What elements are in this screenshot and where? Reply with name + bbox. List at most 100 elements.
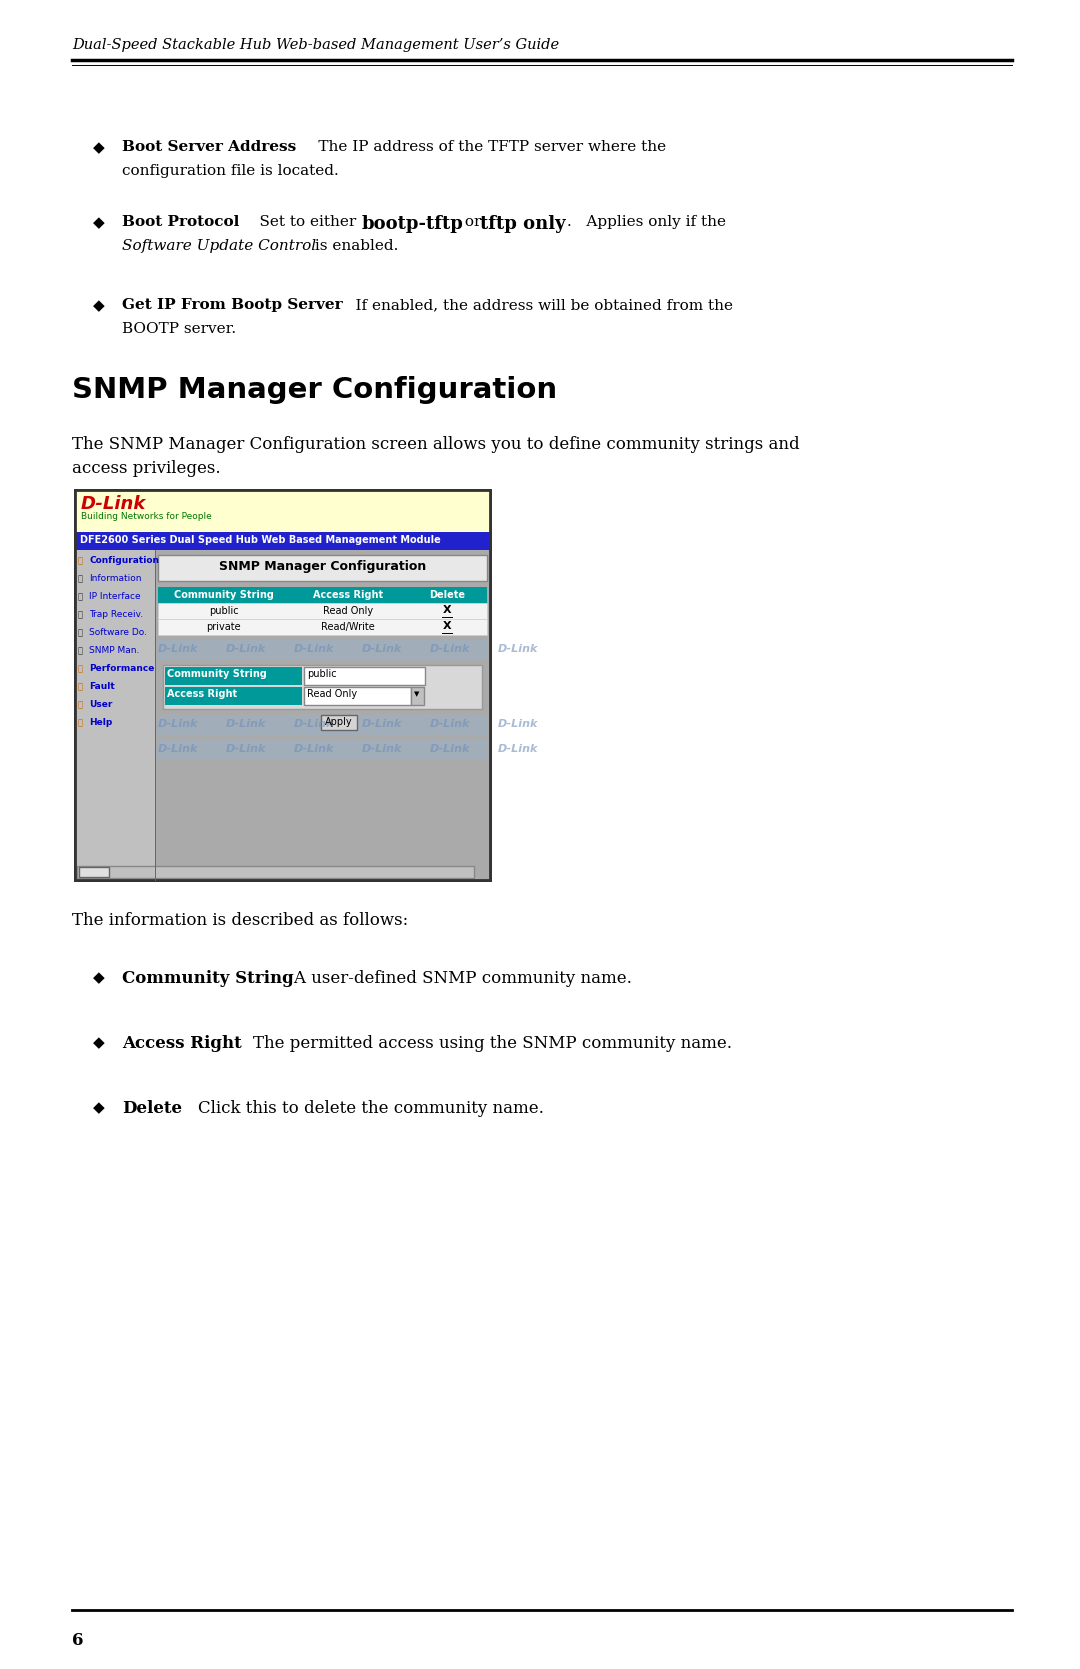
Bar [303, 688, 411, 704]
Text: access privileges.: access privileges. [72, 461, 220, 477]
Text: User: User [89, 699, 112, 709]
Text: D-Link: D-Link [158, 644, 199, 654]
Bar [75, 532, 490, 551]
Text: Software Update Control: Software Update Control [122, 239, 316, 254]
Text: 📄: 📄 [78, 592, 83, 601]
Bar [165, 688, 302, 704]
Text: D-Link: D-Link [158, 744, 199, 754]
Bar [289, 587, 407, 603]
Bar [303, 668, 426, 684]
Bar [158, 587, 289, 603]
Text: ◆: ◆ [93, 1100, 105, 1115]
Text: Performance: Performance [89, 664, 154, 673]
Text: Set to either: Set to either [240, 215, 361, 229]
Text: public: public [307, 669, 337, 679]
Text: Delete: Delete [429, 591, 465, 599]
Text: Get IP From Bootp Server: Get IP From Bootp Server [122, 299, 342, 312]
Bar [163, 664, 482, 709]
Bar [77, 866, 474, 878]
Text: X: X [443, 604, 451, 614]
Bar [158, 603, 487, 619]
Text: D-Link: D-Link [226, 719, 267, 729]
Text: The SNMP Manager Configuration screen allows you to define community strings and: The SNMP Manager Configuration screen al… [72, 436, 799, 452]
Bar [75, 491, 490, 532]
Text: The IP address of the TFTP server where the: The IP address of the TFTP server where … [294, 140, 666, 154]
Text: D-Link: D-Link [498, 744, 538, 754]
Text: Click this to delete the community name.: Click this to delete the community name. [177, 1100, 544, 1117]
Text: 📄: 📄 [78, 646, 83, 654]
Text: ◆: ◆ [93, 299, 105, 314]
Text: Boot Protocol: Boot Protocol [122, 215, 240, 229]
Text: Information: Information [89, 574, 141, 582]
Text: 📄: 📄 [78, 628, 83, 638]
Text: D-Link: D-Link [498, 719, 538, 729]
Text: D-Link: D-Link [226, 644, 267, 654]
Text: is enabled.: is enabled. [310, 239, 399, 254]
Text: D-Link: D-Link [430, 644, 471, 654]
Text: D-Link: D-Link [430, 719, 471, 729]
Text: The permitted access using the SNMP community name.: The permitted access using the SNMP comm… [232, 1035, 732, 1051]
Text: Community String: Community String [167, 669, 267, 679]
Text: D-Link: D-Link [294, 644, 335, 654]
Text: Community String: Community String [174, 591, 273, 599]
Bar [158, 619, 487, 634]
Text: D-Link: D-Link [294, 744, 335, 754]
Text: Read Only: Read Only [307, 689, 357, 699]
Text: ◆: ◆ [93, 970, 105, 985]
Text: A user-defined SNMP community name.: A user-defined SNMP community name. [273, 970, 632, 986]
Text: D-Link: D-Link [362, 644, 403, 654]
Text: Read/Write: Read/Write [321, 623, 375, 633]
Text: private: private [206, 623, 241, 633]
Text: D-Link: D-Link [81, 496, 147, 512]
Text: ▼: ▼ [415, 691, 420, 698]
Text: Delete: Delete [122, 1100, 183, 1117]
Text: .   Applies only if the: . Applies only if the [567, 215, 726, 229]
Text: The information is described as follows:: The information is described as follows: [72, 911, 408, 930]
Text: IP Interface: IP Interface [89, 592, 140, 601]
Text: 📁: 📁 [78, 556, 83, 566]
Bar [158, 714, 487, 734]
Bar [75, 551, 156, 880]
Text: Help: Help [89, 718, 112, 728]
Text: D-Link: D-Link [362, 744, 403, 754]
Text: ◆: ◆ [93, 1035, 105, 1050]
Text: ◆: ◆ [93, 215, 105, 230]
Bar [79, 866, 109, 876]
Bar [75, 551, 490, 880]
Text: 📄: 📄 [78, 574, 83, 582]
Bar [321, 714, 357, 729]
Text: SNMP Manager Configuration: SNMP Manager Configuration [72, 376, 557, 404]
Text: bootp-tftp: bootp-tftp [362, 215, 464, 234]
Bar [75, 491, 490, 880]
Text: Configuration: Configuration [89, 556, 159, 566]
Text: Community String: Community String [122, 970, 294, 986]
Text: BOOTP server.: BOOTP server. [122, 322, 237, 335]
Bar [165, 668, 302, 684]
Text: configuration file is located.: configuration file is located. [122, 164, 339, 179]
Bar [75, 491, 490, 880]
Text: D-Link: D-Link [430, 744, 471, 754]
Text: 📁: 📁 [78, 664, 83, 673]
Text: 📄: 📄 [78, 609, 83, 619]
Text: tftp only: tftp only [480, 215, 566, 234]
Text: SNMP Man.: SNMP Man. [89, 646, 139, 654]
Text: Fault: Fault [89, 683, 114, 691]
Text: Software Do.: Software Do. [89, 628, 147, 638]
Text: ◆: ◆ [93, 140, 105, 155]
Text: SNMP Manager Configuration: SNMP Manager Configuration [219, 561, 427, 572]
Text: If enabled, the address will be obtained from the: If enabled, the address will be obtained… [336, 299, 733, 312]
Bar [158, 556, 487, 581]
Text: D-Link: D-Link [158, 719, 199, 729]
Text: Building Networks for People: Building Networks for People [81, 512, 212, 521]
Bar [158, 639, 487, 659]
Text: D-Link: D-Link [498, 644, 538, 654]
Text: 📁: 📁 [78, 718, 83, 728]
Text: Read Only: Read Only [323, 606, 373, 616]
Text: 6: 6 [72, 1632, 83, 1649]
Text: Access Right: Access Right [313, 591, 383, 599]
Bar [407, 587, 487, 603]
Text: or: or [460, 215, 486, 229]
Text: D-Link: D-Link [294, 719, 335, 729]
Text: Boot Server Address: Boot Server Address [122, 140, 296, 154]
Text: Trap Receiv.: Trap Receiv. [89, 609, 144, 619]
